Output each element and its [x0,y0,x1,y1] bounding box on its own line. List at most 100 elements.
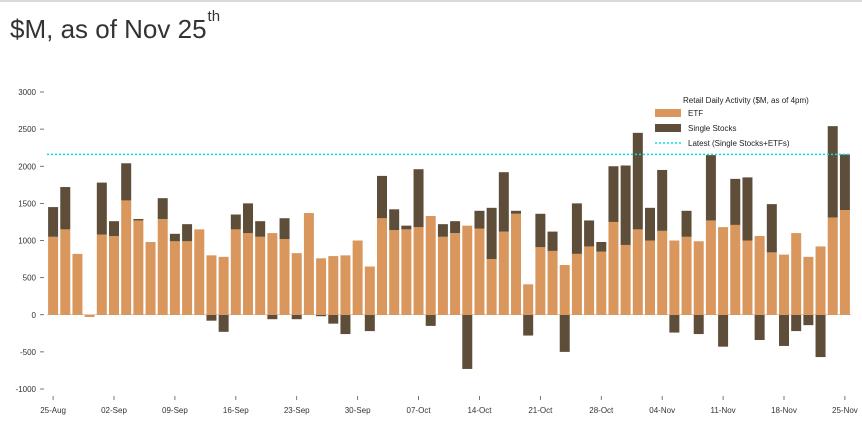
single-stocks-bar [718,314,729,347]
etf-bar [48,236,59,315]
x-tick-label: 21-Oct [528,406,553,415]
etf-bar [535,247,546,315]
etf-bar [693,241,704,315]
etf-bar [157,218,168,315]
single-stocks-bar [389,209,400,231]
x-tick-label: 18-Nov [771,406,797,415]
etf-bar [730,224,741,315]
etf-bar [413,227,424,315]
legend-swatch-single-stocks [655,124,681,132]
etf-bar [584,246,595,315]
etf-bar [133,220,144,315]
x-tick-label: 07-Oct [407,406,432,415]
etf-bar [303,213,314,315]
y-tick-label: 1500 [18,199,36,208]
x-tick-label: 28-Oct [589,406,614,415]
etf-bar [194,229,205,315]
x-tick-label: 25-Nov [832,406,858,415]
etf-bar [645,240,655,315]
single-stocks-bar [316,314,327,317]
x-axis: 25-Aug 02-Sep 09-Sep 16-Sep 23-Sep 30-Sep 07-O… [40,396,858,415]
etf-bar [791,233,802,315]
single-stocks-bar [827,126,838,218]
y-tick-label: 2000 [18,162,36,171]
single-stocks-bar [255,221,266,237]
etf-bar [352,240,363,315]
etf-bar [291,253,302,315]
etf-bar [255,236,266,315]
y-tick-label: 2500 [18,125,36,134]
single-stocks-bar [425,314,436,326]
etf-bar [72,253,83,315]
etf-bar [218,256,229,315]
etf-bar [364,266,375,315]
top-border-line [0,0,862,2]
single-stocks-bar [48,207,59,237]
legend: Retail Daily Activity ($M, as of 4pm) ETF… [655,96,809,148]
bar-group [47,126,851,369]
single-stocks-bar [474,210,485,229]
single-stocks-bar [121,163,132,201]
single-stocks-bar [657,169,668,231]
x-tick-label: 04-Nov [649,406,675,415]
etf-bar [815,246,826,315]
etf-bar [608,221,619,315]
single-stocks-bar [437,224,448,237]
single-stocks-bar [815,314,826,358]
etf-bar [779,254,789,315]
etf-bar [169,241,180,315]
single-stocks-bar [766,204,777,253]
single-stocks-bar [803,314,814,326]
single-stocks-bar [206,314,217,321]
single-stocks-bar [535,213,546,248]
etf-bar [60,229,71,315]
x-tick-label: 30-Sep [345,406,371,415]
single-stocks-bar [693,314,704,335]
etf-bar [109,236,119,315]
etf-bar [425,216,436,315]
y-tick-label: -1000 [16,385,37,394]
etf-bar [571,253,582,315]
etf-bar [474,228,485,315]
single-stocks-bar [669,314,680,333]
x-tick-label: 25-Aug [40,406,66,415]
etf-bar [267,233,278,315]
etf-bar [705,220,716,315]
single-stocks-bar [681,210,692,237]
etf-bar [389,230,400,315]
single-stocks-bar [328,314,339,324]
etf-bar [401,229,412,315]
single-stocks-bar [96,182,107,235]
single-stocks-bar [267,314,278,320]
etf-bar [462,225,473,315]
single-stocks-bar [608,166,619,222]
etf-bar [766,252,777,315]
single-stocks-bar [291,314,302,320]
single-stocks-bar [230,214,241,230]
legend-label-single-stocks: Single Stocks [688,124,736,133]
single-stocks-bar [377,175,387,219]
x-tick-label: 16-Sep [223,406,249,415]
single-stocks-bar [340,314,351,335]
etf-bar [559,265,570,315]
etf-bar [742,240,753,315]
single-stocks-bar [754,314,765,340]
etf-bar [754,236,765,315]
single-stocks-bar [730,178,741,225]
single-stocks-bar [559,314,570,352]
etf-bar [182,241,193,315]
single-stocks-bar [60,187,71,230]
single-stocks-bar [182,224,193,242]
single-stocks-bar [742,177,753,241]
single-stocks-bar [413,169,424,228]
x-tick-label: 14-Oct [467,406,492,415]
single-stocks-bar [462,314,473,369]
chart-title-superscript: th [207,8,221,25]
single-stocks-bar [571,203,582,254]
single-stocks-bar [450,221,461,234]
single-stocks-bar [364,314,375,332]
etf-bar [596,251,607,315]
legend-label-etf: ETF [688,109,703,118]
legend-title: Retail Daily Activity ($M, as of 4pm) [683,96,809,105]
single-stocks-bar [584,220,595,247]
